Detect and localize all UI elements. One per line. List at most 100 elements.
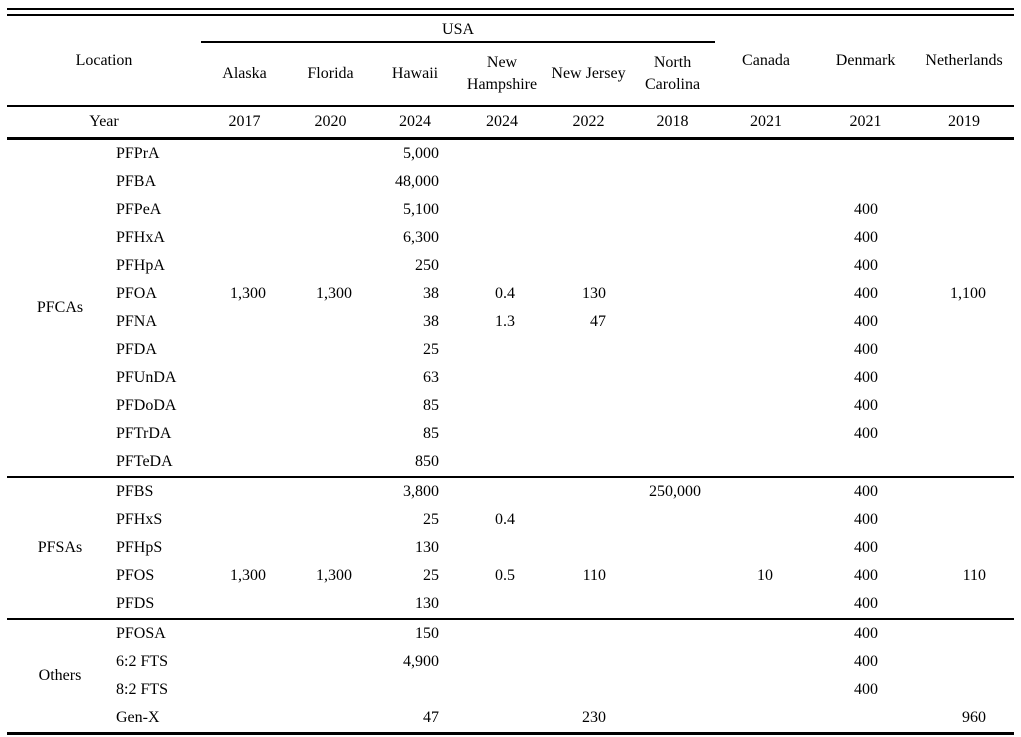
empty-cell bbox=[715, 168, 817, 196]
value-cell: 1,300 bbox=[230, 284, 266, 302]
table-row: PFDA 25 400 bbox=[7, 336, 1014, 364]
empty-cell bbox=[201, 676, 288, 704]
header-row-states: Alaska Florida Hawaii New Hampshire New … bbox=[7, 42, 1014, 107]
empty-cell bbox=[914, 648, 1014, 676]
empty-cell bbox=[715, 617, 818, 648]
empty-cell bbox=[630, 168, 715, 196]
empty-cell bbox=[457, 420, 547, 448]
empty-cell bbox=[457, 336, 547, 364]
empty-cell bbox=[547, 196, 630, 224]
empty-cell bbox=[630, 308, 715, 336]
empty-cell bbox=[547, 168, 630, 196]
empty-cell bbox=[457, 475, 547, 506]
empty-cell bbox=[201, 420, 288, 448]
compound-label: 6:2 FTS bbox=[116, 652, 169, 670]
year-north-carolina: 2018 bbox=[630, 106, 716, 140]
year-new-hampshire: 2024 bbox=[457, 106, 547, 140]
empty-cell bbox=[630, 704, 715, 734]
empty-cell bbox=[457, 168, 547, 196]
table-row: PFBA 48,000 bbox=[7, 168, 1014, 196]
country-header-denmark: Denmark bbox=[817, 16, 915, 107]
value-cell: 3,800 bbox=[373, 475, 457, 506]
value-cell: 0.4 bbox=[495, 510, 515, 528]
empty-cell bbox=[288, 308, 373, 336]
empty-cell bbox=[201, 336, 288, 364]
empty-cell bbox=[715, 280, 817, 308]
value-cell: 150 bbox=[373, 617, 457, 648]
value-cell: 47 bbox=[590, 312, 606, 330]
empty-cell bbox=[547, 224, 630, 252]
empty-cell bbox=[715, 308, 817, 336]
empty-cell bbox=[288, 676, 373, 704]
empty-cell bbox=[914, 336, 1014, 364]
table-row: 6:2 FTS 4,900 400 bbox=[7, 648, 1014, 676]
value-cell: 0.4 bbox=[495, 284, 515, 302]
value-cell: 1.3 bbox=[495, 312, 515, 330]
empty-cell bbox=[630, 648, 715, 676]
empty-cell bbox=[547, 676, 630, 704]
empty-cell bbox=[288, 168, 373, 196]
empty-cell bbox=[817, 168, 914, 196]
value-cell: 400 bbox=[854, 368, 879, 386]
value-cell: 47 bbox=[423, 708, 439, 726]
value-cell: 25 bbox=[423, 566, 439, 584]
value-cell: 400 bbox=[854, 228, 879, 246]
empty-cell bbox=[457, 676, 547, 704]
year-row: Year 2017 2020 2024 2024 2022 2018 2021 … bbox=[7, 106, 1015, 140]
empty-cell bbox=[914, 420, 1014, 448]
empty-cell bbox=[547, 138, 630, 168]
empty-cell bbox=[201, 138, 288, 168]
empty-cell bbox=[547, 420, 630, 448]
value-cell: 110 bbox=[582, 566, 606, 584]
value-cell: 1,100 bbox=[950, 284, 987, 302]
empty-cell bbox=[457, 448, 547, 477]
top-double-rule bbox=[7, 8, 1014, 16]
empty-cell bbox=[715, 252, 817, 280]
empty-cell bbox=[457, 648, 547, 676]
empty-cell bbox=[547, 617, 630, 648]
compound-label: 8:2 FTS bbox=[116, 680, 169, 698]
empty-cell bbox=[715, 392, 817, 420]
empty-cell bbox=[630, 617, 716, 648]
table-row: PFTrDA 85 400 bbox=[7, 420, 1014, 448]
empty-cell bbox=[201, 448, 288, 477]
empty-cell bbox=[630, 138, 715, 168]
value-cell: 400 bbox=[854, 566, 879, 584]
empty-cell bbox=[914, 676, 1014, 704]
country-header-canada: Canada bbox=[715, 16, 818, 107]
empty-cell bbox=[457, 252, 547, 280]
empty-cell bbox=[201, 168, 288, 196]
empty-cell bbox=[288, 224, 373, 252]
country-header-netherlands: Netherlands bbox=[914, 16, 1015, 107]
table-row: Others PFOSA 150 400 bbox=[7, 617, 1015, 733]
empty-cell bbox=[914, 392, 1014, 420]
empty-cell bbox=[914, 224, 1014, 252]
compound-label: PFTeDA bbox=[116, 452, 173, 470]
empty-cell bbox=[201, 392, 288, 420]
empty-cell bbox=[201, 475, 288, 506]
empty-cell bbox=[457, 617, 547, 648]
year-label: Year bbox=[7, 106, 201, 140]
empty-cell bbox=[914, 475, 1015, 506]
compound-label: PFHpS bbox=[116, 538, 163, 556]
value-cell: 1,300 bbox=[316, 284, 352, 302]
empty-cell bbox=[288, 534, 373, 562]
empty-cell bbox=[373, 676, 457, 704]
empty-cell bbox=[914, 506, 1014, 534]
compound-label: PFPeA bbox=[116, 200, 162, 218]
value-cell: 400 bbox=[854, 424, 879, 442]
year-hawaii: 2024 bbox=[373, 106, 457, 140]
empty-cell bbox=[547, 475, 630, 506]
table-row: PFSAs PFBS 3,800 250,000 400 bbox=[7, 475, 1015, 619]
empty-cell bbox=[288, 475, 373, 506]
empty-cell bbox=[715, 704, 817, 734]
empty-cell bbox=[547, 534, 630, 562]
empty-cell bbox=[201, 308, 288, 336]
empty-cell bbox=[715, 676, 817, 704]
empty-cell bbox=[288, 392, 373, 420]
value-cell: 400 bbox=[854, 652, 879, 670]
table-row: PFHpA 250 400 bbox=[7, 252, 1014, 280]
empty-cell bbox=[288, 420, 373, 448]
year-netherlands: 2019 bbox=[914, 106, 1015, 140]
